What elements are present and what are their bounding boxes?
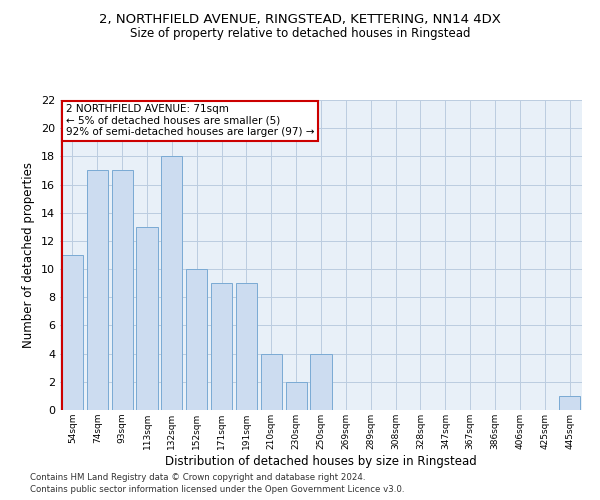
Bar bbox=[559, 396, 580, 410]
Text: Size of property relative to detached houses in Ringstead: Size of property relative to detached ho… bbox=[130, 28, 470, 40]
Bar bbox=[136, 227, 158, 410]
Bar bbox=[62, 255, 83, 410]
Bar bbox=[186, 269, 207, 410]
Text: 2 NORTHFIELD AVENUE: 71sqm
← 5% of detached houses are smaller (5)
92% of semi-d: 2 NORTHFIELD AVENUE: 71sqm ← 5% of detac… bbox=[65, 104, 314, 138]
Bar bbox=[236, 283, 257, 410]
X-axis label: Distribution of detached houses by size in Ringstead: Distribution of detached houses by size … bbox=[165, 454, 477, 468]
Text: 2, NORTHFIELD AVENUE, RINGSTEAD, KETTERING, NN14 4DX: 2, NORTHFIELD AVENUE, RINGSTEAD, KETTERI… bbox=[99, 12, 501, 26]
Bar bbox=[310, 354, 332, 410]
Bar bbox=[261, 354, 282, 410]
Bar bbox=[161, 156, 182, 410]
Bar bbox=[286, 382, 307, 410]
Bar bbox=[87, 170, 108, 410]
Bar bbox=[112, 170, 133, 410]
Bar bbox=[211, 283, 232, 410]
Text: Contains public sector information licensed under the Open Government Licence v3: Contains public sector information licen… bbox=[30, 486, 404, 494]
Text: Contains HM Land Registry data © Crown copyright and database right 2024.: Contains HM Land Registry data © Crown c… bbox=[30, 473, 365, 482]
Y-axis label: Number of detached properties: Number of detached properties bbox=[22, 162, 35, 348]
